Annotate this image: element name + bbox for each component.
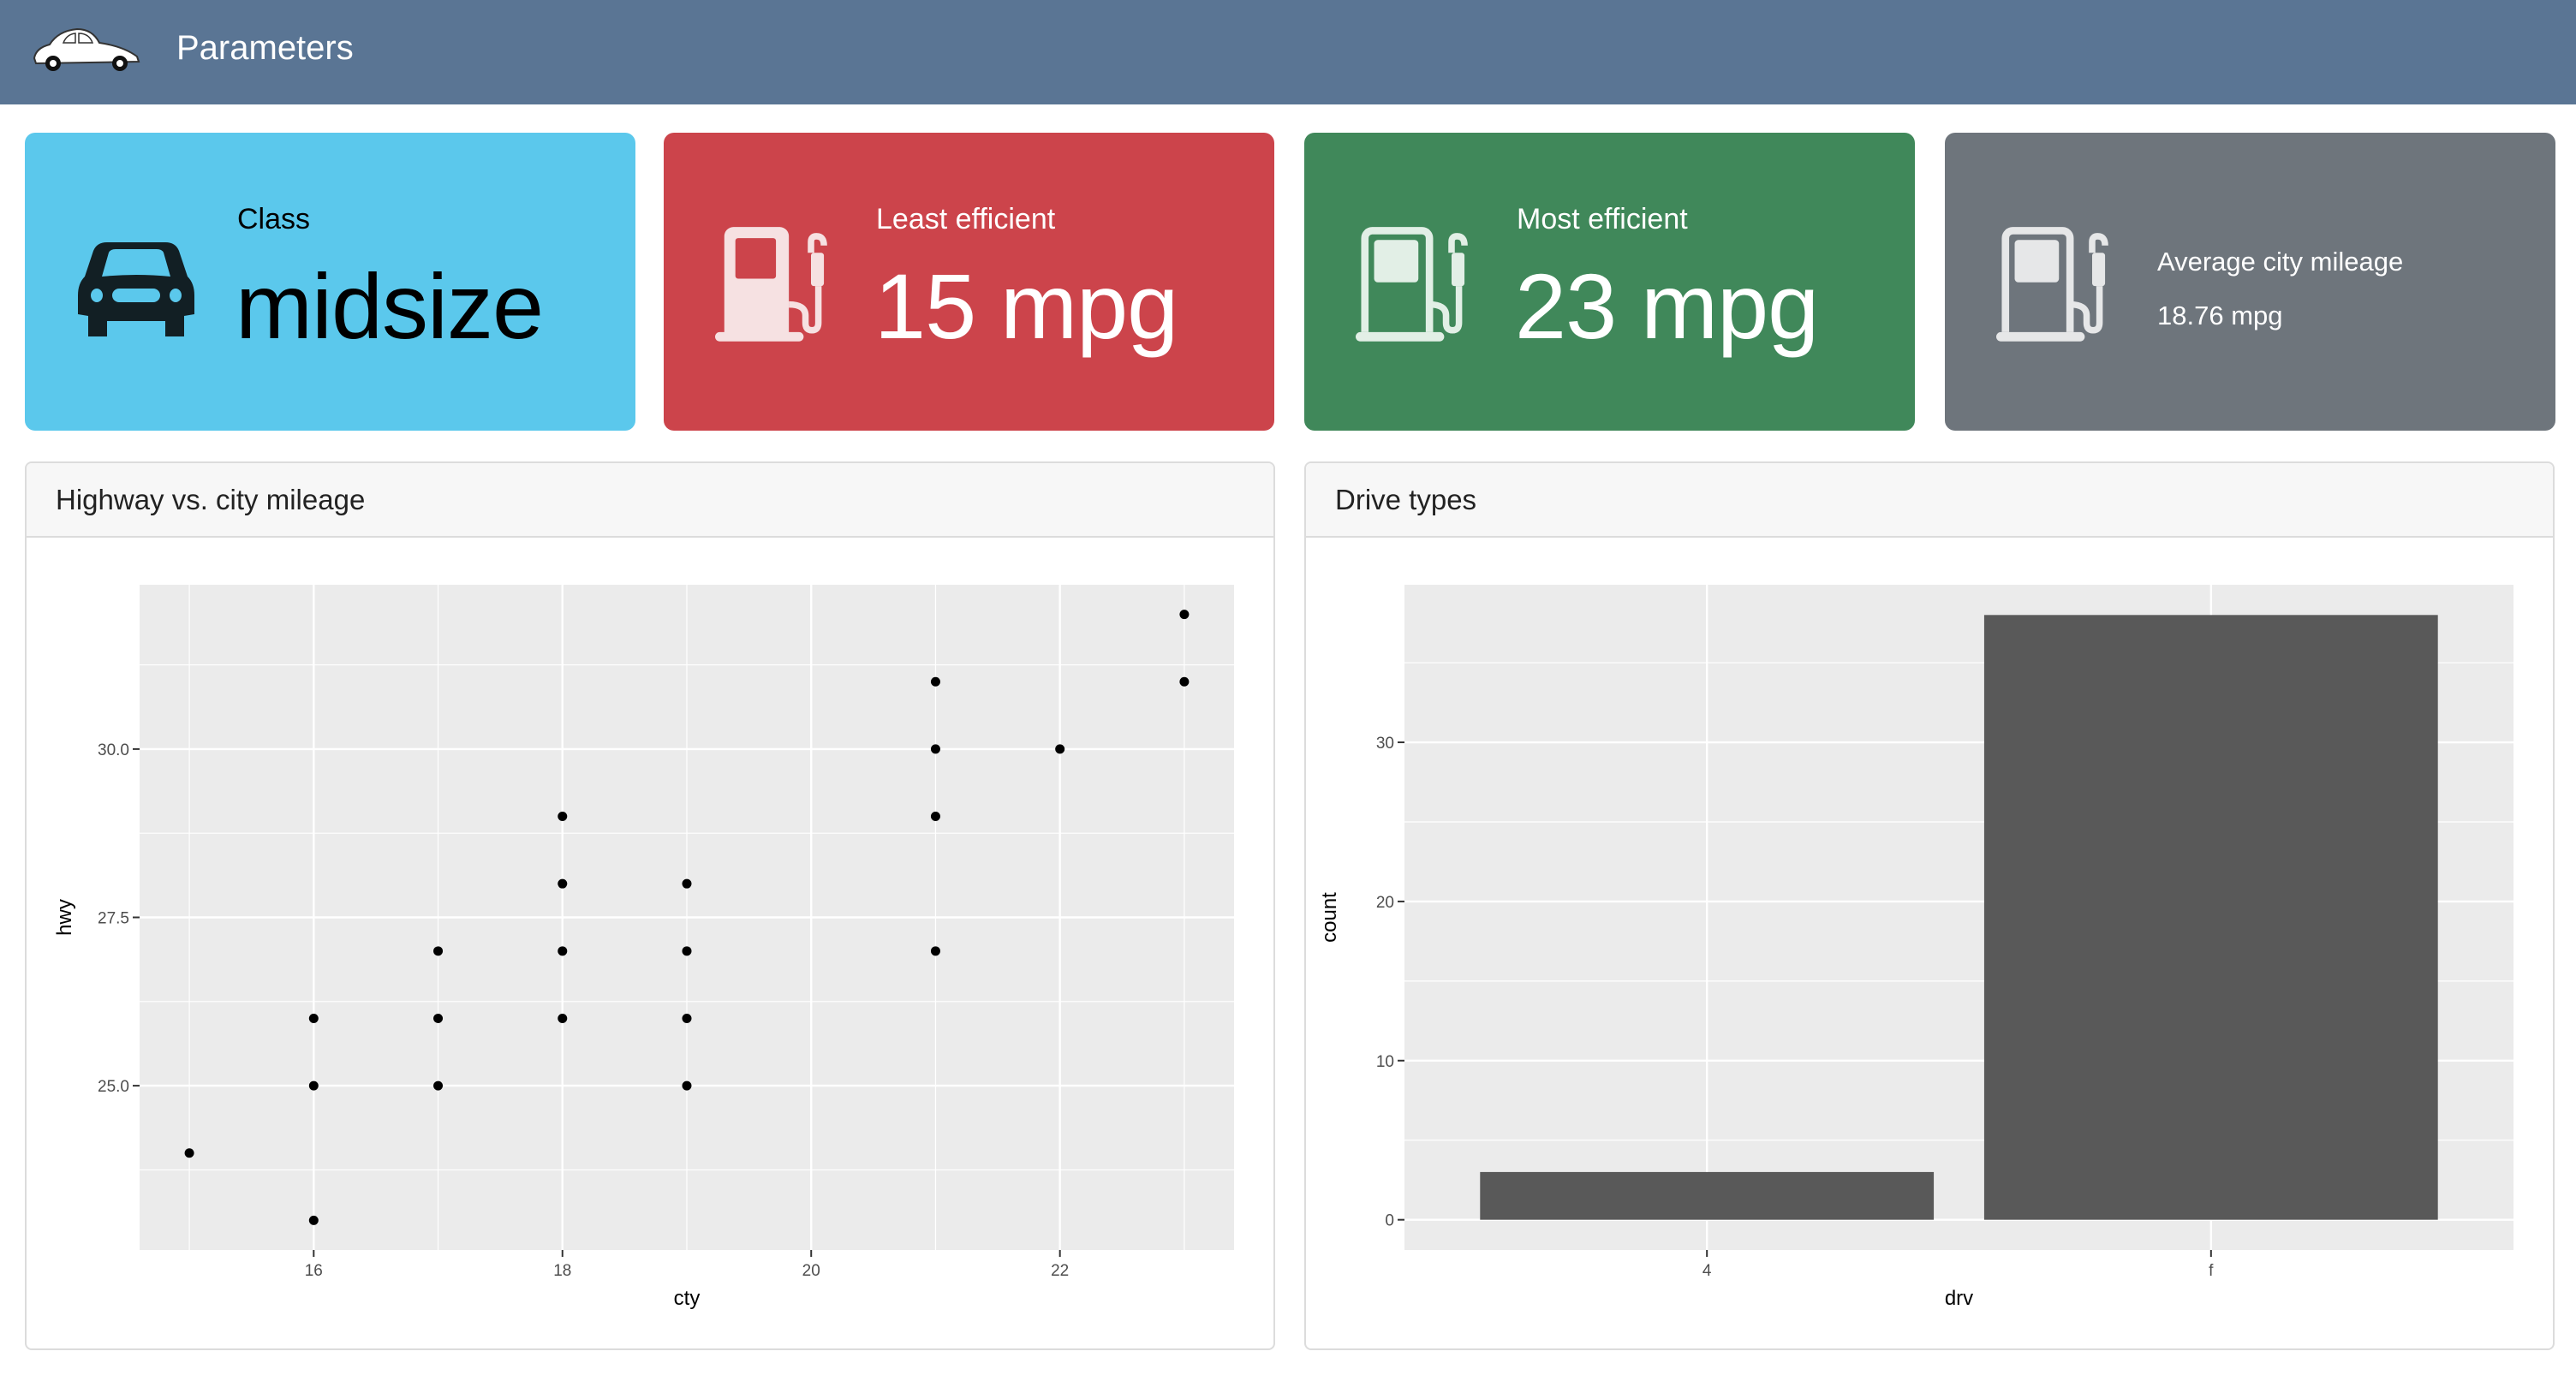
x-axis-title: cty [674,1287,701,1310]
data-point [682,1080,692,1091]
y-tick-label: 30 [1376,735,1394,753]
card-title: Highway vs. city mileage [27,463,1273,538]
scatter-plot: 25.0 27.5 30.0 cty hwy 16 18 20 22 [53,585,1234,1310]
x-tick-label: 22 [1051,1262,1069,1280]
card-title: Drive types [1306,463,2553,538]
value-box-value: 18.76 mpg [2157,301,2283,330]
value-box-caption: Least efficient [876,203,1056,235]
y-tick-label: 30.0 [98,741,129,759]
x-axis-title: drv [1945,1287,1973,1310]
y-axis-title: count [1318,892,1341,943]
value-box-4: Average city mileage 18.76 mpg [1945,133,2555,431]
bar-chart: 0 10 20 30 drv count 4 f [1318,585,2513,1310]
x-tick-label: 4 [1702,1262,1712,1280]
value-box-2: Least efficient 15 mpg [664,133,1274,431]
gas-pump-icon [1356,225,1476,345]
data-point [930,946,940,956]
bar-4 [1480,1171,1935,1220]
value-box-caption: Average city mileage [2157,247,2404,277]
car-icon [76,242,196,362]
scatter-card: Highway vs. city mileage 25.0 27.5 30.0 cty… [25,461,1275,1350]
gas-pump-icon [715,225,835,345]
data-point [682,946,692,956]
data-point [433,1080,444,1091]
data-point [1055,744,1065,754]
data-point [433,946,444,956]
data-point [682,878,692,889]
bar-f [1983,615,2438,1220]
gas-pump-icon [1996,225,2116,345]
x-tick-label: 20 [802,1262,820,1280]
data-point [930,812,940,822]
value-box-1: Class midsize [25,133,635,431]
y-tick-label: 10 [1376,1053,1394,1071]
beetle-car-logo [33,27,140,71]
data-point [433,1013,444,1023]
value-box-value: 23 mpg [1515,254,1819,358]
value-box-3: Most efficient 23 mpg [1304,133,1915,431]
y-axis-title: hwy [53,899,76,936]
data-point [930,676,940,687]
data-point [682,1013,692,1023]
value-box-value: midsize [236,254,544,358]
data-point [930,744,940,754]
value-box-value: 15 mpg [874,254,1178,358]
data-point [558,1013,568,1023]
y-tick-label: 25.0 [98,1078,129,1096]
x-tick-label: 16 [305,1262,323,1280]
data-point [558,946,568,956]
data-point [308,1215,319,1225]
value-box-caption: Most efficient [1517,203,1688,235]
data-point [1179,610,1190,620]
data-point [558,878,568,889]
navbar: Parameters [0,0,2576,104]
x-tick-label: 18 [553,1262,571,1280]
data-point [558,812,568,822]
data-point [1179,676,1190,687]
app-title: Parameters [176,29,354,67]
bar-card: Drive types 0 10 20 30 drv count 4 f [1304,461,2555,1350]
y-tick-label: 20 [1376,894,1394,912]
x-tick-label: f [2209,1262,2214,1280]
data-point [308,1080,319,1091]
data-point [184,1148,194,1158]
value-box-caption: Class [237,203,311,235]
data-point [308,1013,319,1023]
y-tick-label: 0 [1385,1212,1394,1230]
y-tick-label: 27.5 [98,910,129,928]
